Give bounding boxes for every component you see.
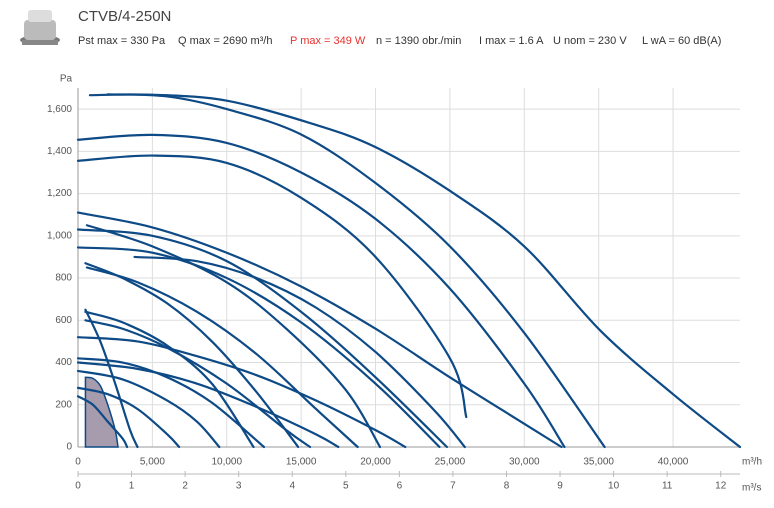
x-tick-label: 40,000 xyxy=(658,457,689,468)
fan-curve xyxy=(76,228,449,449)
fan-curve xyxy=(76,336,407,449)
spec: Pst max = 330 Pa xyxy=(78,35,166,47)
x-tick-label: 35,000 xyxy=(583,457,614,468)
x-tick-label: 0 xyxy=(75,457,81,468)
x2-tick-label: 11 xyxy=(662,481,673,492)
x2-tick-label: 8 xyxy=(504,481,510,492)
fan-curve xyxy=(76,154,468,419)
spec: L wA = 60 dB(A) xyxy=(642,35,721,47)
fan-curve xyxy=(84,319,312,449)
x2-tick-label: 1 xyxy=(129,481,135,492)
fan-curve xyxy=(84,310,255,449)
fan-curve xyxy=(85,224,382,449)
spec: P max = 349 W xyxy=(290,35,366,47)
fan-curve xyxy=(76,361,340,449)
fan-curve xyxy=(84,308,139,449)
product-image xyxy=(20,10,60,45)
y-tick-label: 200 xyxy=(55,399,72,410)
y-tick-label: 800 xyxy=(55,273,72,284)
spec: I max = 1.6 A xyxy=(479,35,544,47)
x-tick-label: 5,000 xyxy=(140,457,165,468)
x2-tick-label: 4 xyxy=(289,481,295,492)
chart-title: CTVB/4-250N xyxy=(78,8,171,25)
y-tick-label: 600 xyxy=(55,315,72,326)
x-tick-label: 15,000 xyxy=(286,457,317,468)
y-tick-label: 400 xyxy=(55,357,72,368)
x-tick-label: 25,000 xyxy=(435,457,466,468)
spec: U nom = 230 V xyxy=(553,35,627,47)
x2-axis-label: m³/s xyxy=(742,483,761,494)
x2-tick-label: 7 xyxy=(450,481,456,492)
fan-curve xyxy=(133,255,466,449)
y-tick-label: 0 xyxy=(66,442,72,453)
y-tick-label: 1,400 xyxy=(47,146,72,157)
x-tick-label: 10,000 xyxy=(211,457,242,468)
fan-curve xyxy=(85,266,359,449)
fan-curve xyxy=(106,93,606,449)
spec: Q max = 2690 m³/h xyxy=(178,35,272,47)
x-tick-label: 20,000 xyxy=(360,457,391,468)
x2-tick-label: 2 xyxy=(182,481,188,492)
fan-curve xyxy=(76,386,181,449)
fan-curve xyxy=(88,93,742,449)
x-tick-label: 30,000 xyxy=(509,457,540,468)
fan-curve xyxy=(76,211,563,449)
x2-tick-label: 5 xyxy=(343,481,349,492)
x2-tick-label: 0 xyxy=(75,481,81,492)
fan-curve xyxy=(76,369,221,449)
y-axis-label: Pa xyxy=(60,74,73,85)
x2-tick-label: 9 xyxy=(557,481,563,492)
operating-area xyxy=(84,376,119,448)
spec: n = 1390 obr./min xyxy=(376,35,461,47)
x-axis-label: m³/h xyxy=(742,457,762,468)
fan-curve xyxy=(76,246,441,449)
x2-tick-label: 3 xyxy=(236,481,242,492)
fan-curve xyxy=(76,395,129,449)
fan-curve xyxy=(76,133,566,449)
x2-tick-label: 6 xyxy=(397,481,403,492)
x2-tick-label: 12 xyxy=(715,481,727,492)
y-tick-label: 1,000 xyxy=(47,230,72,241)
y-tick-label: 1,600 xyxy=(47,104,72,115)
x2-tick-label: 10 xyxy=(608,481,620,492)
fan-curve xyxy=(76,357,266,449)
y-tick-label: 1,200 xyxy=(47,188,72,199)
